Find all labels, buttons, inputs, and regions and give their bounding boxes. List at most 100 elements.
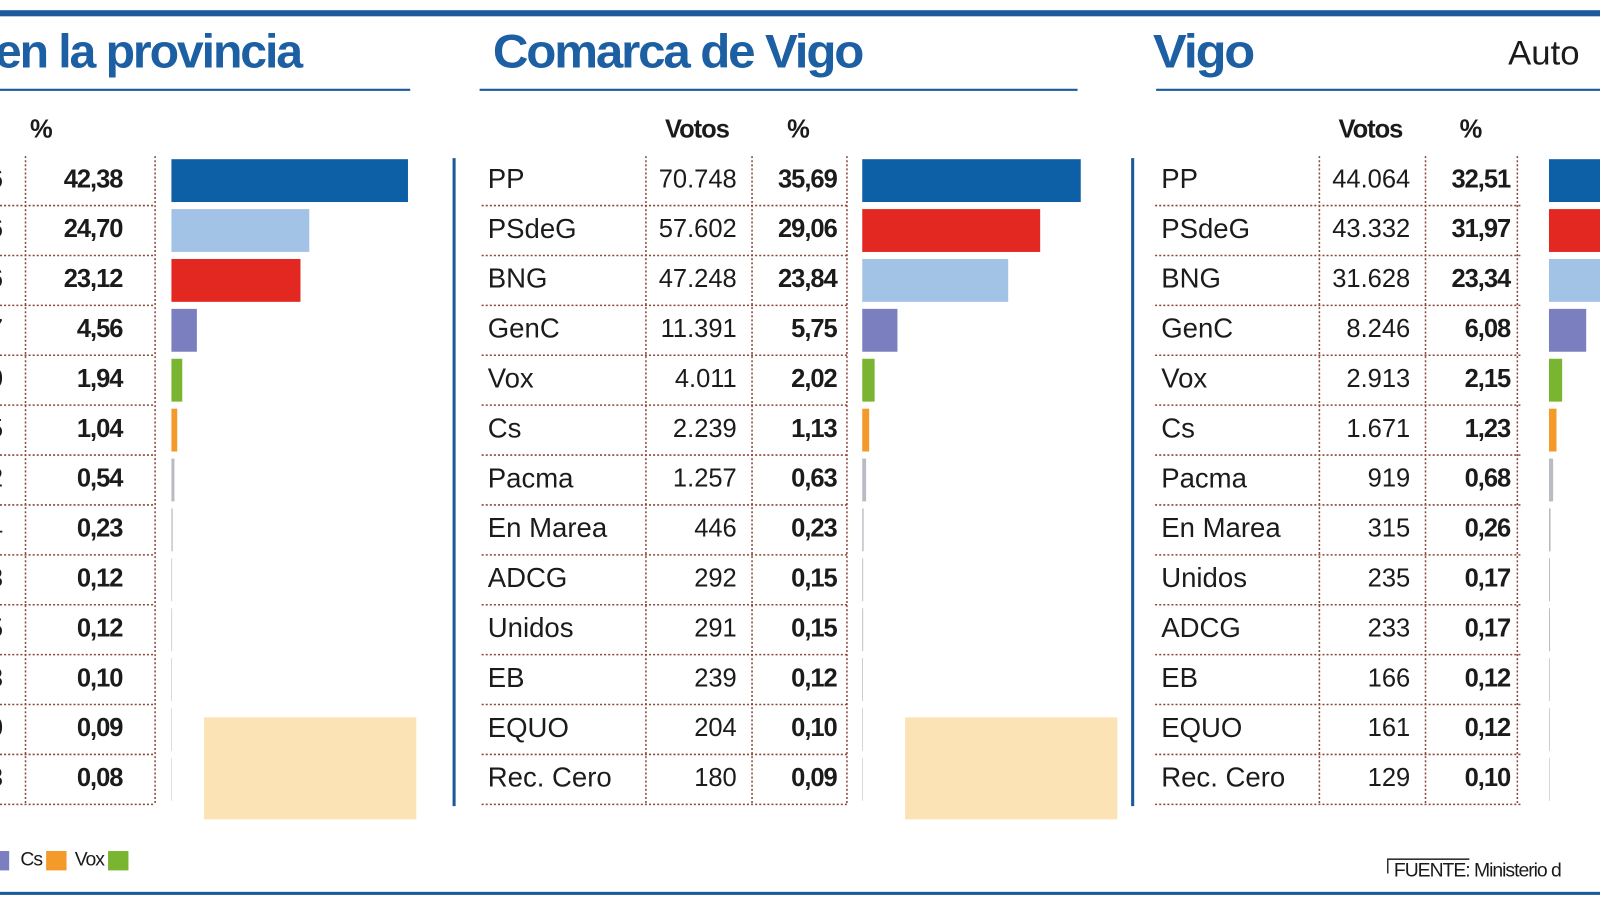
percent: 0,17 [1465, 614, 1511, 642]
legend-label: Cs [20, 848, 42, 870]
bar [171, 408, 178, 452]
percent: 0,12 [1465, 714, 1511, 742]
percent: 0,26 [1465, 515, 1511, 543]
percent: 0,63 [791, 465, 837, 493]
bar [171, 558, 173, 602]
column-header: Votos [665, 115, 730, 143]
legend-label: Vox [75, 848, 106, 870]
votes: 2.913 [1346, 365, 1410, 393]
votes: 315 [1368, 515, 1411, 543]
percent: 0,15 [791, 565, 837, 593]
bar [171, 209, 310, 252]
votes: 0 [0, 365, 3, 393]
bar [862, 258, 1009, 302]
bar [862, 308, 898, 352]
bar [171, 708, 172, 751]
percent: 42,38 [64, 165, 124, 193]
votes: 233 [1368, 614, 1411, 642]
bar [171, 258, 301, 302]
column-header: % [1460, 115, 1482, 143]
votes: 4.011 [675, 365, 737, 393]
section-title: Comarca de Vigo [493, 25, 863, 77]
bar [862, 757, 863, 801]
votes: 3 [0, 764, 3, 792]
column-header: % [30, 115, 52, 143]
votes: 44.064 [1332, 165, 1410, 193]
percent: 0,23 [791, 515, 837, 543]
bar [862, 508, 864, 552]
percent: 0,54 [77, 465, 124, 493]
party-name: PSdeG [1161, 213, 1250, 244]
party-name: Pacma [1161, 462, 1247, 493]
votes: 2.239 [673, 415, 737, 443]
votes: 4 [0, 515, 3, 543]
votes: 57.602 [659, 215, 737, 243]
bar [1548, 159, 1600, 203]
bar [1548, 757, 1550, 801]
percent: 0,10 [1465, 764, 1511, 792]
votes: 166 [1368, 664, 1411, 692]
bar [1548, 708, 1550, 751]
bar [862, 209, 1041, 252]
source-bracket [1386, 858, 1470, 874]
votes: 43.332 [1332, 215, 1410, 243]
percent: 0,68 [1465, 465, 1511, 493]
votes: 292 [694, 565, 737, 593]
bar [1548, 508, 1551, 552]
votes: 6 [0, 265, 3, 293]
bar [1548, 608, 1551, 652]
votes: 6 [0, 215, 3, 243]
percent: 0,08 [77, 764, 123, 792]
bar [171, 458, 175, 502]
party-name: Unidos [488, 612, 574, 643]
bar [862, 558, 864, 602]
percent: 0,12 [77, 614, 123, 642]
votes: 129 [1368, 764, 1411, 792]
votes: 204 [694, 714, 737, 742]
percent: 1,23 [1465, 415, 1511, 443]
bar [1548, 658, 1550, 702]
party-name: Rec. Cero [1161, 762, 1285, 793]
bar [862, 159, 1081, 203]
percent: 31,97 [1451, 215, 1511, 243]
votes: 235 [1368, 565, 1411, 593]
party-name: EB [488, 662, 525, 693]
percent: 1,94 [77, 365, 124, 393]
party-name: Vox [1161, 362, 1207, 393]
votes: 3 [0, 565, 3, 593]
abstention-box [204, 717, 417, 820]
bar [1548, 408, 1557, 452]
legend-swatch [0, 851, 10, 871]
party-name: EQUO [488, 712, 569, 743]
source: FUENTE: Ministerio d [1394, 860, 1561, 882]
bar [862, 708, 863, 751]
bar [1548, 458, 1554, 502]
party-name: BNG [488, 263, 548, 294]
percent: 0,12 [77, 565, 123, 593]
bar [862, 358, 875, 402]
percent: 1,04 [77, 415, 124, 443]
votes: 0 [0, 714, 3, 742]
percent: 0,12 [791, 664, 837, 692]
votes: 161 [1368, 714, 1411, 742]
bar [171, 508, 173, 552]
bar [171, 608, 173, 652]
votes: 919 [1368, 465, 1411, 493]
party-name: Pacma [488, 462, 574, 493]
percent: 23,12 [64, 265, 124, 293]
votes: 239 [694, 664, 737, 692]
votes: 31.628 [1332, 265, 1410, 293]
bar [1548, 358, 1563, 402]
votes: 180 [694, 764, 737, 792]
percent: 0,23 [77, 515, 123, 543]
percent: 32,51 [1451, 165, 1511, 193]
top-rule [0, 10, 1600, 17]
percent: 0,10 [791, 714, 837, 742]
party-name: EQUO [1161, 712, 1242, 743]
bar [171, 658, 172, 702]
party-name: Unidos [1161, 562, 1247, 593]
percent: 4,56 [77, 315, 123, 343]
percent: 0,15 [791, 614, 837, 642]
